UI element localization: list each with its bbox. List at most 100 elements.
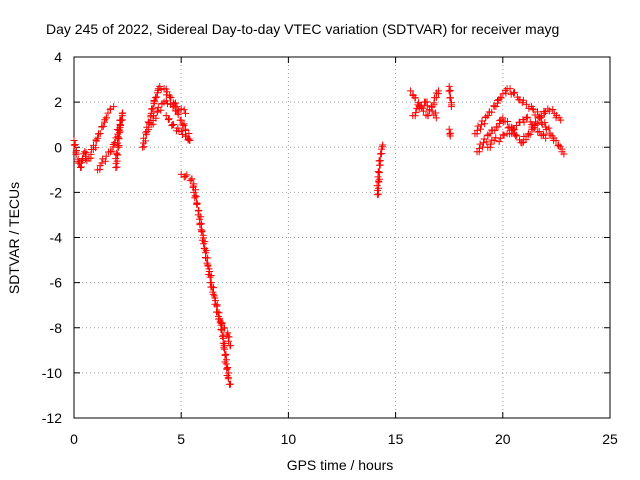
data-point-sample [375,175,383,183]
data-point-sample [180,106,188,114]
data-point [81,148,89,156]
data-point-sample [419,104,427,112]
data-point-sample [519,96,527,104]
data-point-sample [195,207,203,215]
data-point-sample [540,109,548,117]
data-point-sample [213,301,221,309]
data-point-sample [99,122,107,130]
data-point-sample [210,284,218,292]
grid-lines [74,57,610,418]
data-point [181,132,189,140]
data-point-sample [411,94,419,102]
data-point-sample [500,131,508,139]
data-point-sample [193,200,201,208]
data-point [177,105,185,113]
data-point-sample [491,127,499,135]
data-point-sample [185,135,193,143]
data-point-sample [412,109,420,117]
data-point-sample [113,150,121,158]
data-point-sample [198,228,206,236]
data-point-sample [113,157,121,165]
data-point-sample [529,106,537,114]
data-point [76,164,84,172]
data-point-sample [445,87,453,95]
data-point-sample [224,363,232,371]
data-point-sample [424,112,432,120]
data-point [377,150,385,158]
data-point-sample [499,131,507,139]
data-point [94,134,102,142]
data-point [525,130,533,138]
data-point-sample [116,127,124,135]
data-point-sample [168,122,176,130]
data-point-sample [196,221,204,229]
data-point-sample [202,247,210,255]
y-tick-label: -12 [42,410,62,426]
x-tick-label: 0 [70,431,78,447]
data-point-sample [218,319,226,327]
data-point-sample [378,145,386,153]
data-point-sample [92,136,100,144]
data-point-sample [115,134,123,142]
data-point-sample [96,129,104,137]
data-point-sample [496,119,504,127]
data-point-sample [192,193,200,201]
data-point-sample [147,113,155,121]
data-point-sample [446,86,454,94]
data-point-sample [488,108,496,116]
data-point-sample [375,168,383,176]
data-point [154,107,162,115]
data-point [98,123,106,131]
data-point [407,87,415,95]
y-axis-label: SDTVAR / TECUs [6,182,22,294]
data-point-sample [423,102,431,110]
data-point-sample [374,190,382,198]
data-point [379,141,387,149]
data-point-sample [142,129,150,137]
data-point-sample [115,126,123,134]
data-point-sample [166,92,174,100]
data-point-sample [495,138,503,146]
data-point-sample [536,113,544,121]
data-point-sample [531,121,539,129]
data-point-sample [375,184,383,192]
data-point [510,89,518,97]
data-point-sample [152,114,160,122]
data-point-sample [473,126,481,134]
data-point-sample [162,85,170,93]
data-point-sample [207,271,215,279]
data-point-sample [179,121,187,129]
data-point-sample [115,141,123,149]
data-point-sample [223,365,231,373]
data-point [222,360,230,368]
data-point [497,134,505,142]
data-point-sample [197,220,205,228]
data-point-sample [513,131,521,139]
data-point-sample [201,238,209,246]
data-point-sample [184,136,192,144]
data-point [484,112,492,120]
data-point-sample [104,109,112,117]
data-point-sample [203,259,211,267]
data-point [557,116,565,124]
data-point-sample [177,127,185,135]
data-point-sample [225,337,233,345]
data-point-sample [102,114,110,122]
data-point-sample [476,125,484,133]
data-point-sample [162,91,170,99]
data-point-sample [552,137,560,145]
data-point-sample [101,118,109,126]
data-point-sample [510,126,518,134]
data-point [529,105,537,113]
data-point-sample [549,106,557,114]
data-point-sample [165,115,173,123]
data-point-sample [215,309,223,317]
data-point-sample [190,180,198,188]
data-point-sample [174,106,182,114]
data-point-sample [149,105,157,113]
data-point-sample [181,172,189,180]
data-point-sample [211,294,219,302]
data-point-sample [186,177,194,185]
data-point-sample [92,144,100,152]
